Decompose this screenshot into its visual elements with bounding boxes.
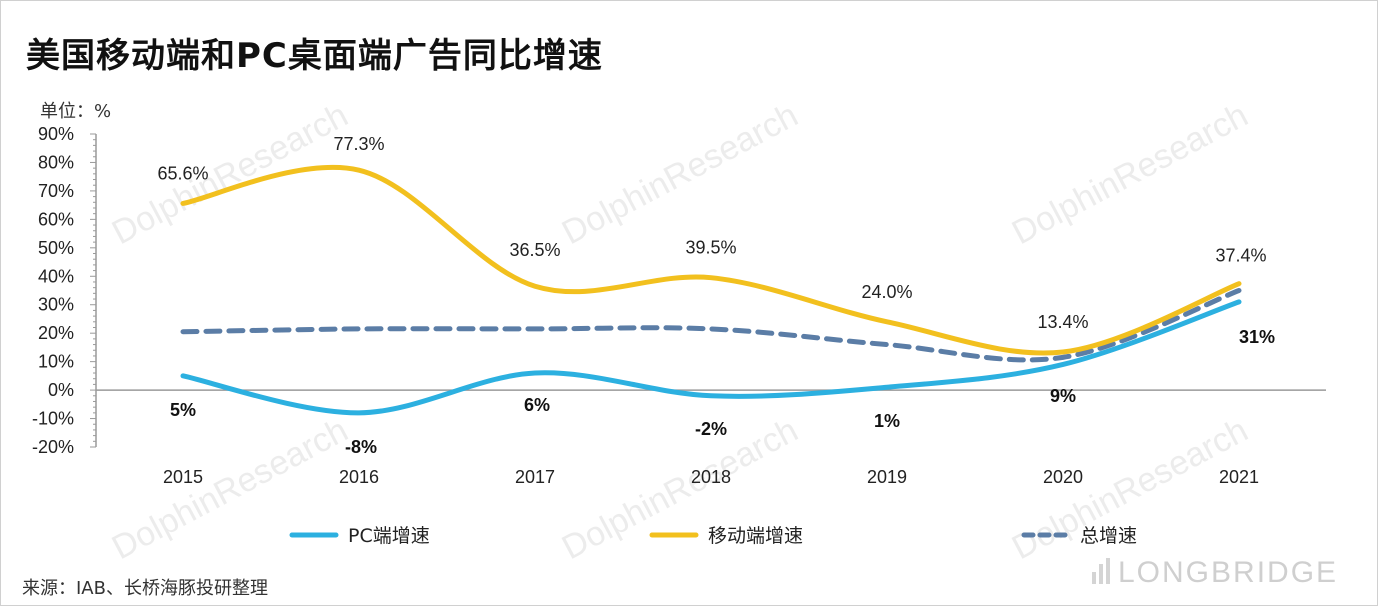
- x-tick-label: 2016: [339, 467, 379, 487]
- mobile-data-label: 77.3%: [333, 134, 384, 154]
- y-tick-label: 30%: [38, 295, 74, 315]
- y-tick-label: 10%: [38, 352, 74, 372]
- watermark-text: DolphinResearch: [106, 96, 354, 252]
- pc-data-label: 31%: [1239, 327, 1275, 347]
- y-tick-label: 0%: [48, 380, 74, 400]
- data-labels: 65.6% 77.3% 36.5% 39.5% 24.0% 13.4% 37.4% 5% -8%…: [157, 134, 1275, 457]
- y-tick-label: 90%: [38, 124, 74, 144]
- y-tick-label: 60%: [38, 209, 74, 229]
- y-tick-label: 70%: [38, 181, 74, 201]
- y-tick-label: 40%: [38, 266, 74, 286]
- y-axis: 90% 80% 70% 60% 50% 40% 30% 20% 10% 0% -10% -20%: [32, 124, 97, 457]
- legend-label-pc: PC端增速: [348, 525, 430, 547]
- unit-label: 单位：%: [40, 101, 112, 122]
- x-tick-label: 2018: [691, 467, 731, 487]
- mobile-data-label: 39.5%: [685, 238, 736, 258]
- y-tick-label: -20%: [32, 437, 74, 457]
- watermark-text: DolphinResearch: [1006, 96, 1254, 252]
- series-line-pc: [180, 299, 1242, 416]
- source-note: 来源：IAB、长桥海豚投研整理: [22, 578, 268, 599]
- x-tick-label: 2019: [867, 467, 907, 487]
- legend: PC端增速 移动端增速 总增速: [289, 525, 1137, 547]
- y-tick-label: 80%: [38, 152, 74, 172]
- x-tick-label: 2017: [515, 467, 555, 487]
- y-tick-label: 20%: [38, 323, 74, 343]
- watermark-text: DolphinResearch: [556, 96, 804, 252]
- watermark-brand: LONGBRIDGE: [1118, 556, 1339, 589]
- legend-label-mobile: 移动端增速: [708, 525, 803, 547]
- pc-data-label: -8%: [345, 437, 377, 457]
- mobile-data-label: 37.4%: [1215, 246, 1266, 266]
- mobile-data-label: 24.0%: [861, 282, 912, 302]
- pc-data-label: 1%: [874, 411, 900, 431]
- watermark-text: DolphinResearch: [106, 411, 354, 567]
- pc-data-label: -2%: [695, 419, 727, 439]
- pc-data-label: 5%: [170, 400, 196, 420]
- y-tick-label: 50%: [38, 238, 74, 258]
- series-line-mobile: [180, 164, 1242, 356]
- x-tick-label: 2015: [163, 467, 203, 487]
- mobile-data-label: 13.4%: [1037, 312, 1088, 332]
- pc-data-label: 9%: [1050, 386, 1076, 406]
- x-axis: 2015 2016 2017 2018 2019 2020 2021: [96, 389, 1326, 487]
- series-line-total: [180, 288, 1242, 363]
- y-tick-label: -10%: [32, 409, 74, 429]
- x-tick-label: 2020: [1043, 467, 1083, 487]
- mobile-data-label: 36.5%: [509, 240, 560, 260]
- series-layer: [180, 164, 1242, 416]
- chart-title: 美国移动端和PC桌面端广告同比增速: [26, 36, 603, 76]
- x-tick-label: 2021: [1219, 467, 1259, 487]
- longbridge-logo-icon: [1092, 558, 1110, 584]
- pc-data-label: 6%: [524, 395, 550, 415]
- mobile-data-label: 65.6%: [157, 163, 208, 183]
- legend-label-total: 总增速: [1080, 525, 1137, 547]
